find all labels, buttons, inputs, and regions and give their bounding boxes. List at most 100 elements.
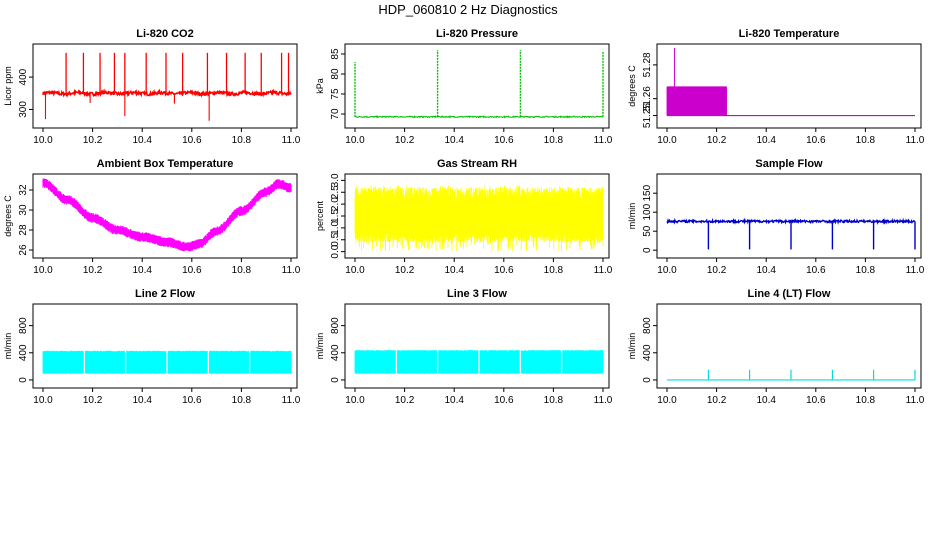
y-axis-label: ml/min	[315, 333, 325, 360]
x-tick-label: 11.0	[594, 265, 613, 276]
y-tick-label: 51.28	[642, 52, 653, 77]
series-rh	[354, 185, 604, 252]
y-tick-label: 32	[18, 184, 29, 196]
x-tick-label: 10.2	[83, 135, 103, 146]
y-axis-label: degrees C	[3, 195, 13, 237]
x-tick-label: 10.2	[83, 265, 103, 276]
x-tick-label: 10.0	[345, 135, 365, 146]
x-tick-label: 11.0	[594, 135, 613, 146]
figure-title: HDP_060810 2 Hz Diagnostics	[378, 2, 558, 17]
y-tick-label: 70	[330, 108, 341, 120]
x-tick-label: 10.8	[232, 265, 252, 276]
y-tick-label: 2.0	[330, 197, 341, 211]
x-tick-label: 10.4	[132, 395, 152, 406]
x-tick-label: 10.0	[345, 395, 365, 406]
y-tick-label: 51.26	[642, 86, 653, 111]
x-tick-label: 10.8	[544, 265, 564, 276]
y-axis-label: kPa	[315, 78, 325, 94]
panel-title: Gas Stream RH	[437, 158, 517, 170]
y-tick-label: 0	[642, 377, 653, 383]
y-tick-label: 400	[642, 344, 653, 361]
y-tick-label: 50	[642, 225, 653, 237]
y-tick-label: 400	[18, 344, 29, 361]
panel-title: Line 2 Flow	[135, 288, 195, 300]
y-tick-label: 85	[330, 48, 341, 60]
x-tick-label: 10.2	[707, 135, 727, 146]
series-line4	[667, 369, 916, 381]
x-tick-label: 11.0	[282, 135, 301, 146]
data-line	[355, 115, 604, 119]
x-tick-label: 10.8	[856, 265, 876, 276]
y-tick-label: 400	[330, 344, 341, 361]
y-tick-label: 0	[330, 377, 341, 383]
chart-panel-co2: Li-820 CO2 Licor ppm 10.0 10.2 10.4 10.6 10.8 1…	[3, 28, 301, 146]
chart-panel-licor_temp: Li-820 Temperature degrees C 10.0 10.2 10.4 1…	[627, 28, 925, 146]
x-tick-label: 10.4	[444, 395, 464, 406]
x-tick-label: 10.0	[345, 265, 365, 276]
data-line	[42, 88, 292, 99]
panel-title: Li-820 Temperature	[739, 28, 840, 40]
chart-panel-box_temp: Ambient Box Temperature degrees C 10.0 10.2…	[3, 158, 301, 276]
chart-panel-line2: Line 2 Flow ml/min 10.0 10.2 10.4 10.6 10.8 11.…	[3, 288, 301, 406]
data-band	[666, 86, 727, 116]
x-tick-label: 10.6	[182, 265, 202, 276]
y-axis-label: Licor ppm	[3, 66, 13, 106]
data-band	[42, 178, 292, 252]
x-tick-label: 10.0	[33, 395, 53, 406]
x-tick-label: 10.4	[132, 135, 152, 146]
plot-frame	[344, 303, 610, 389]
x-tick-label: 10.6	[494, 135, 514, 146]
chart-panel-line4: Line 4 (LT) Flow ml/min 10.0 10.2 10.4 10.6 10…	[627, 288, 925, 406]
panel-title: Sample Flow	[755, 158, 823, 170]
y-axis-label: ml/min	[3, 333, 13, 360]
y-tick-label: 0.0	[330, 244, 341, 258]
series-box_temp	[42, 178, 292, 252]
chart-panel-sample_flow: Sample Flow ml/min 10.0 10.2 10.4 10.6 10.8 11.…	[627, 158, 925, 276]
y-tick-label: 800	[330, 317, 341, 334]
x-tick-label: 10.6	[494, 395, 514, 406]
x-tick-label: 10.0	[33, 135, 53, 146]
plot-frame	[656, 303, 922, 389]
panel-title: Li-820 CO2	[136, 28, 193, 40]
x-tick-label: 11.0	[906, 135, 925, 146]
series-line2	[42, 349, 292, 376]
x-tick-label: 10.0	[33, 265, 53, 276]
x-tick-label: 10.0	[657, 265, 677, 276]
y-tick-label: 0.5	[330, 232, 341, 246]
plot-frame	[656, 173, 922, 259]
y-tick-label: 26	[18, 244, 29, 256]
x-tick-label: 10.8	[544, 395, 564, 406]
x-tick-label: 10.4	[132, 265, 152, 276]
series-pressure	[354, 50, 604, 119]
x-tick-label: 10.6	[182, 135, 202, 146]
x-tick-label: 10.4	[756, 395, 776, 406]
series-line3	[354, 348, 604, 376]
y-tick-label: 0	[642, 247, 653, 253]
plot-frame	[344, 43, 610, 129]
x-tick-label: 11.0	[906, 395, 925, 406]
x-tick-label: 11.0	[282, 265, 301, 276]
x-tick-label: 10.8	[856, 135, 876, 146]
x-tick-label: 10.6	[806, 135, 826, 146]
x-tick-label: 10.6	[806, 265, 826, 276]
x-tick-label: 10.2	[707, 265, 727, 276]
x-tick-label: 11.0	[906, 265, 925, 276]
y-tick-label: 1.5	[330, 209, 341, 223]
y-tick-label: 3.0	[330, 173, 341, 187]
chart-panel-pressure: Li-820 Pressure kPa 10.0 10.2 10.4 10.6 10.8 11…	[315, 28, 613, 146]
x-tick-label: 10.4	[756, 135, 776, 146]
x-tick-label: 10.6	[806, 395, 826, 406]
x-tick-label: 10.6	[494, 265, 514, 276]
series-sample_flow	[666, 217, 916, 250]
x-tick-label: 11.0	[282, 395, 301, 406]
plot-frame	[656, 43, 922, 129]
y-tick-label: 150	[642, 184, 653, 201]
plot-frame	[32, 43, 298, 129]
x-tick-label: 10.0	[657, 135, 677, 146]
panel-title: Li-820 Pressure	[436, 28, 518, 40]
x-tick-label: 11.0	[594, 395, 613, 406]
chart-panel-rh: Gas Stream RH percent 10.0 10.2 10.4 10.6 10.8…	[315, 158, 613, 276]
x-tick-label: 10.2	[395, 395, 415, 406]
y-tick-label: 28	[18, 224, 29, 236]
y-tick-label: 800	[642, 317, 653, 334]
